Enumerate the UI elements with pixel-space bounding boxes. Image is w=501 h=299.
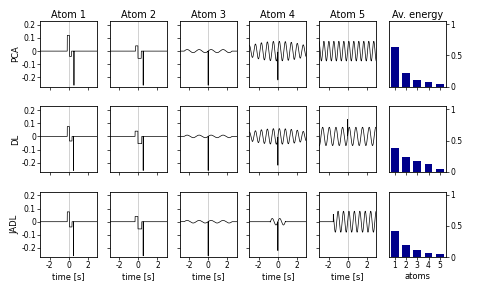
Bar <box>402 158 410 172</box>
X-axis label: time [s]: time [s] <box>262 272 294 281</box>
Bar <box>436 84 444 86</box>
Bar <box>391 148 399 172</box>
Bar <box>413 161 421 172</box>
Title: Atom 4: Atom 4 <box>261 10 296 20</box>
X-axis label: time [s]: time [s] <box>122 272 155 281</box>
Title: Atom 2: Atom 2 <box>121 10 156 20</box>
Bar <box>436 169 444 172</box>
Title: Atom 1: Atom 1 <box>51 10 86 20</box>
Bar <box>391 47 399 86</box>
Y-axis label: JADL: JADL <box>11 215 20 234</box>
Bar <box>424 253 432 257</box>
Bar <box>391 231 399 257</box>
X-axis label: atoms: atoms <box>404 272 430 281</box>
Title: Atom 5: Atom 5 <box>330 10 365 20</box>
Bar <box>436 254 444 257</box>
Title: Atom 3: Atom 3 <box>190 10 225 20</box>
Bar <box>424 82 432 86</box>
Bar <box>424 164 432 172</box>
X-axis label: time [s]: time [s] <box>331 272 364 281</box>
X-axis label: time [s]: time [s] <box>192 272 224 281</box>
Y-axis label: PCA: PCA <box>11 45 20 62</box>
Bar <box>402 73 410 86</box>
Y-axis label: DL: DL <box>11 133 20 145</box>
Title: Av. energy: Av. energy <box>392 10 443 20</box>
Bar <box>413 250 421 257</box>
X-axis label: time [s]: time [s] <box>52 272 85 281</box>
Bar <box>413 80 421 86</box>
Bar <box>402 245 410 257</box>
